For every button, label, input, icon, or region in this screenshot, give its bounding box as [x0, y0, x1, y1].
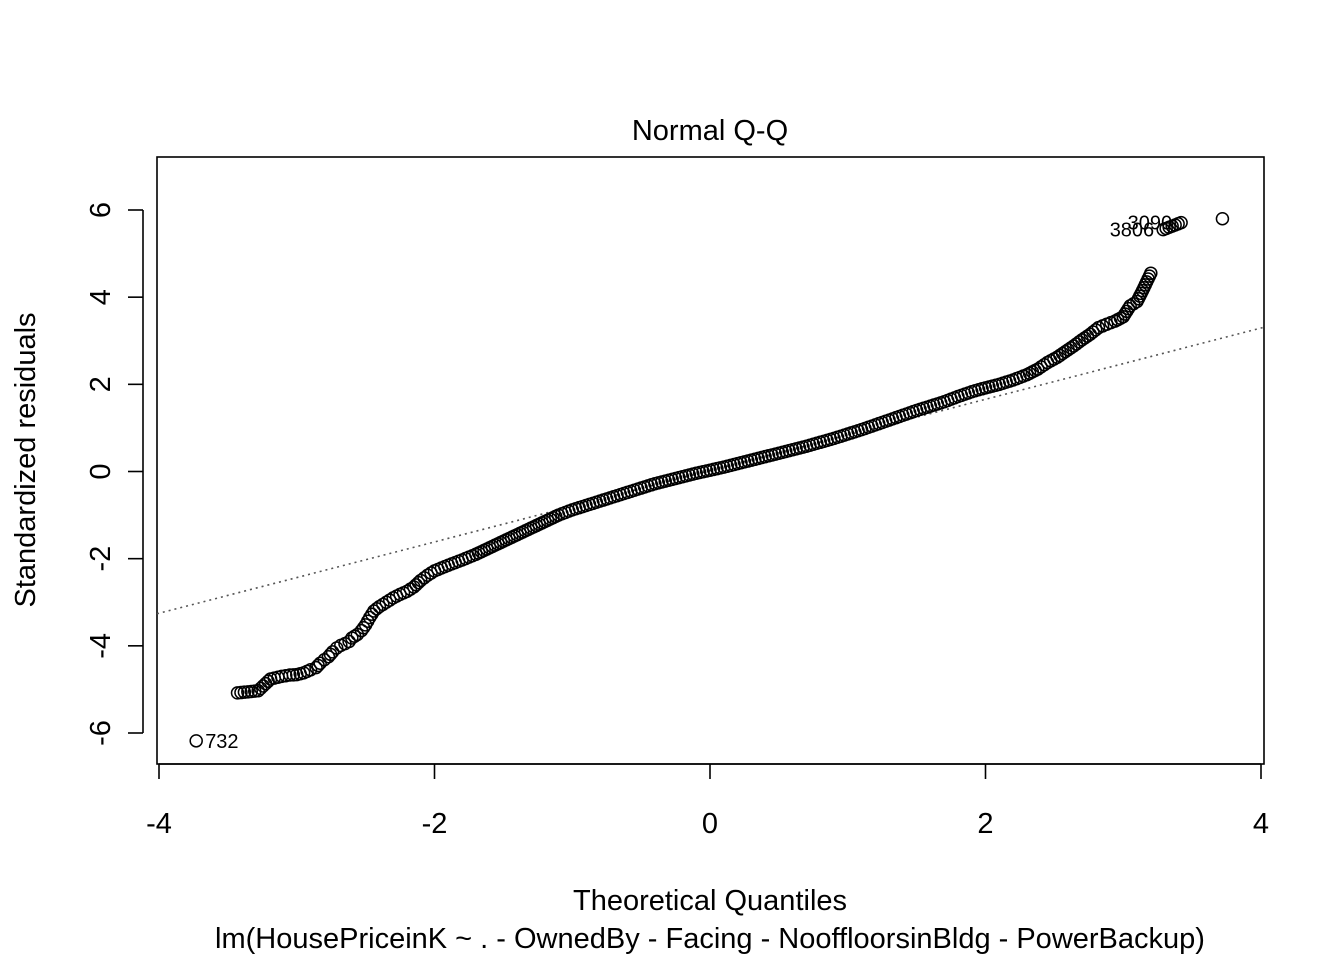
data-point: [278, 668, 293, 683]
data-point: [409, 578, 423, 592]
data-point: [363, 610, 377, 625]
data-point: [356, 620, 371, 635]
y-tick-label: 2: [85, 376, 117, 392]
y-tick-label: 0: [85, 463, 117, 479]
x-axis: -4 -2 0 2 4: [146, 763, 1269, 840]
data-point: [189, 734, 203, 748]
y-tick-label: 4: [85, 289, 117, 305]
data-point: [256, 679, 270, 693]
x-tick-label: -2: [422, 808, 448, 840]
data-point: [417, 571, 431, 585]
data-point: [253, 681, 268, 696]
x-tick-label: -4: [146, 808, 172, 840]
chart-title: Normal Q-Q: [632, 115, 788, 147]
y-axis: -6 -4 -2 0 2 4 6: [85, 202, 144, 746]
x-axis-label: Theoretical Quantiles: [573, 885, 847, 917]
x-tick-label: 4: [1253, 808, 1269, 840]
data-point: [1215, 211, 1230, 226]
y-axis-label: Standardized residuals: [10, 312, 42, 607]
model-formula-subtitle: lm(HousePriceinK ~ . - OwnedBy - Facing …: [215, 923, 1205, 955]
data-point: [321, 649, 336, 664]
data-point: [1174, 215, 1188, 230]
y-tick-label: -4: [85, 633, 117, 659]
data-point: [400, 584, 414, 599]
data-point: [372, 599, 387, 614]
data-point: [1144, 266, 1158, 280]
y-tick-label: 6: [85, 202, 117, 218]
point-label: 3806: [1110, 220, 1155, 242]
point-label: 3090: [1128, 213, 1173, 235]
data-point: [420, 568, 435, 582]
y-tick-label: -6: [85, 720, 117, 746]
data-point: [376, 597, 390, 612]
x-tick-label: 0: [702, 808, 718, 840]
data-point: [1088, 323, 1103, 337]
x-tick-label: 2: [977, 808, 993, 840]
data-point: [309, 660, 323, 675]
plot-frame: [156, 156, 1265, 765]
data-point: [325, 645, 340, 659]
data-point: [1123, 299, 1137, 313]
data-point: [382, 593, 397, 607]
data-point: [251, 683, 265, 698]
point-label: 732: [205, 731, 238, 753]
data-points: [189, 211, 1230, 748]
data-point: [313, 656, 327, 671]
y-tick-label: -2: [85, 546, 117, 572]
data-point: [258, 676, 273, 691]
data-point: [379, 595, 394, 609]
